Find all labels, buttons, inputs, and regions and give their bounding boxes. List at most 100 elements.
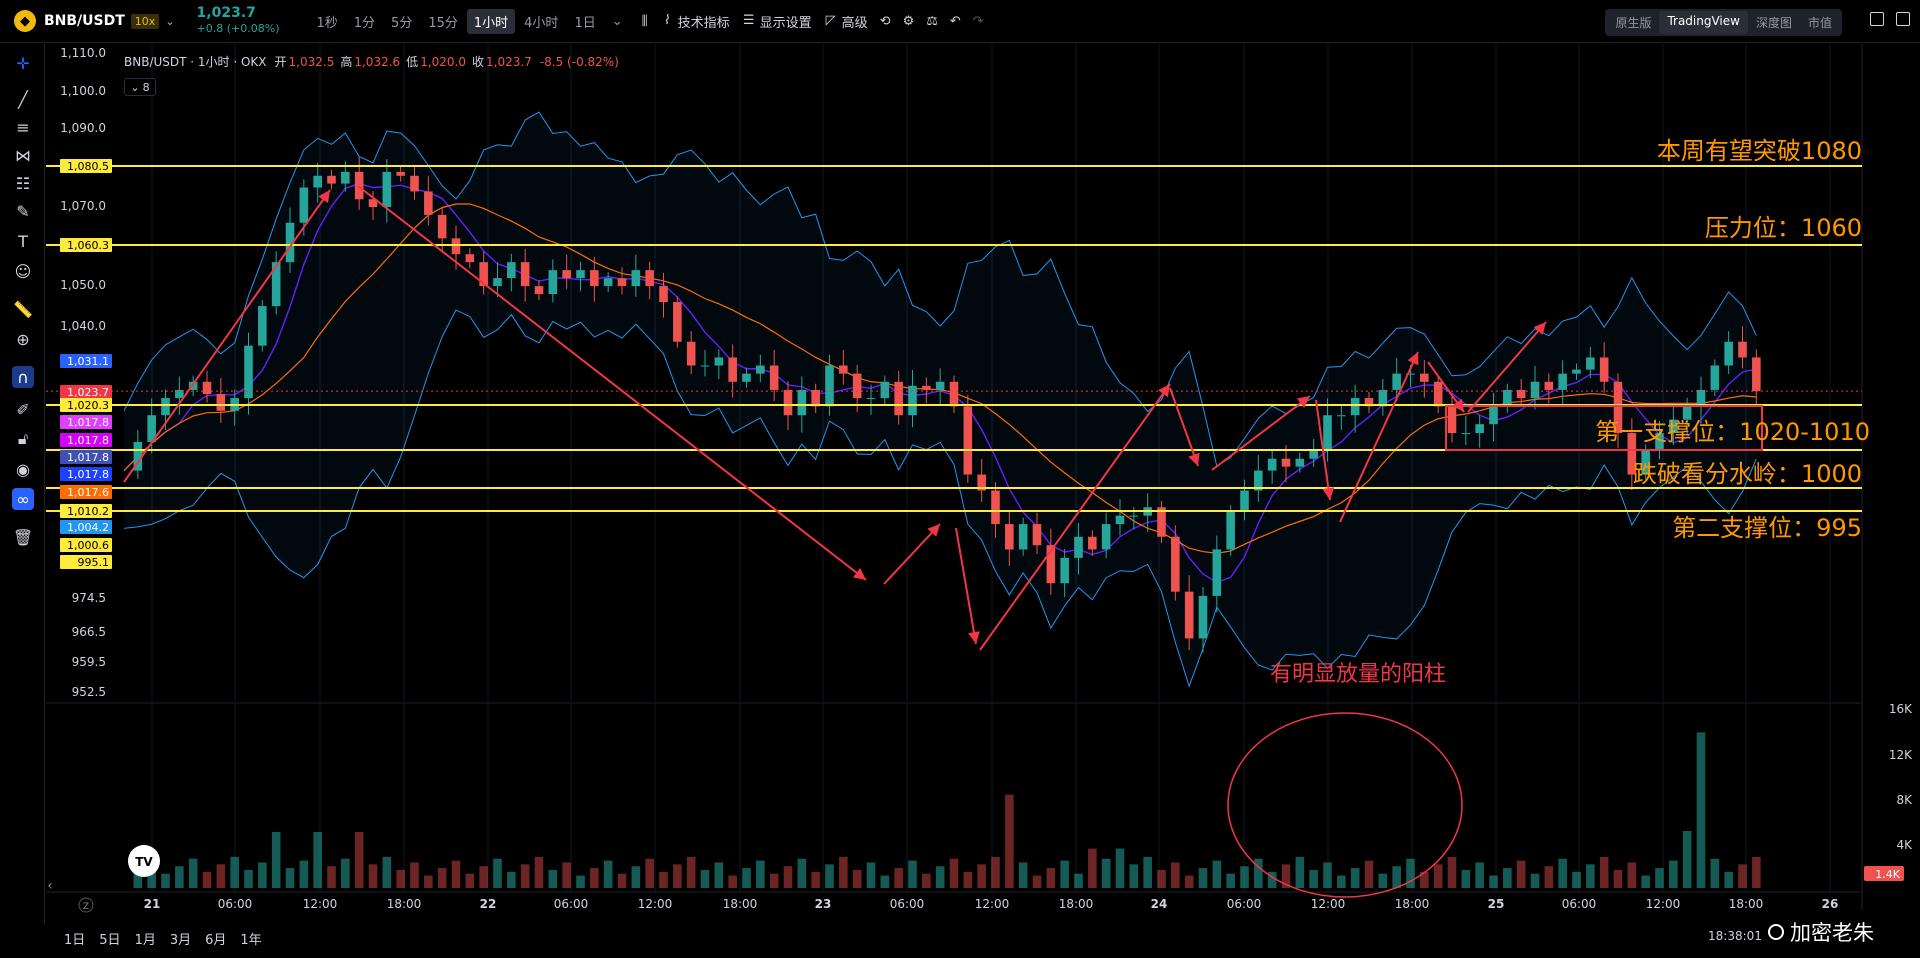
candle-body xyxy=(507,262,516,279)
bnb-coin-icon: ◆ xyxy=(14,10,36,32)
interval-1s[interactable]: 1秒 xyxy=(316,15,338,31)
vertical-grid xyxy=(151,44,1831,892)
candle-body xyxy=(1696,389,1706,407)
watermark: 加密老朱 xyxy=(1768,917,1874,947)
interval-1m[interactable]: 1分 xyxy=(353,15,376,31)
range-1y[interactable]: 1年 xyxy=(240,933,262,948)
price-box: 1,023.7 +0.8 (+0.08%) xyxy=(197,6,280,36)
time-tick: 18:00 xyxy=(387,897,422,911)
candle-body xyxy=(1433,381,1443,407)
view-depth[interactable]: 深度图 xyxy=(1755,16,1792,30)
range-5d[interactable]: 5日 xyxy=(99,933,121,948)
view-tradingview[interactable]: TradingView xyxy=(1659,11,1748,34)
range-1m[interactable]: 1月 xyxy=(134,933,156,948)
chart-legend: BNB/USDT · 1小时 · OKX 开 1,032.5 高 1,032.6 低… xyxy=(124,53,625,70)
crosshair-icon[interactable]: ✛ xyxy=(16,53,30,73)
leverage-badge: 10x xyxy=(130,13,160,29)
chevron-down-icon[interactable]: ⌄ xyxy=(611,13,623,29)
chevron-down-icon[interactable]: ⌄ xyxy=(165,14,175,28)
volume-bar xyxy=(382,856,392,888)
volume-bar xyxy=(1599,856,1609,888)
price-tag-bg xyxy=(60,485,112,499)
trash-icon[interactable]: 🗑︎ xyxy=(12,527,34,547)
symbol-name[interactable]: BNB/USDT xyxy=(44,13,125,29)
volume-bar xyxy=(258,862,267,888)
interval-15m[interactable]: 15分 xyxy=(428,15,458,31)
indicators-button[interactable]: ⌇ 技术指标 xyxy=(660,12,729,31)
arrow-line xyxy=(357,185,867,581)
volume-bar xyxy=(1350,868,1360,888)
fib-icon[interactable]: ☷ xyxy=(15,173,31,193)
range-3m[interactable]: 3月 xyxy=(169,933,192,948)
time-tick: 06:00 xyxy=(1227,897,1262,911)
ruler-icon[interactable]: 📏 xyxy=(13,299,33,319)
volume-bar xyxy=(1212,860,1222,888)
horizontal-lines-icon[interactable]: ≡ xyxy=(16,117,30,137)
volume-bar xyxy=(1171,862,1180,888)
link-icon[interactable]: ∞ xyxy=(12,488,34,510)
candle-body xyxy=(1627,433,1637,475)
last-price: 1,023.7 xyxy=(196,5,256,21)
volume-bar xyxy=(1475,862,1484,888)
bollinger-upper xyxy=(123,111,1757,467)
price-tag-bg xyxy=(60,385,112,399)
arrow-line xyxy=(1467,321,1547,413)
volume-bar xyxy=(341,858,350,888)
range-1d[interactable]: 1日 xyxy=(64,933,86,948)
interval-5m[interactable]: 5分 xyxy=(391,15,413,31)
pencil-lock-icon[interactable]: ✐ xyxy=(16,399,30,419)
layout-icon[interactable] xyxy=(1870,12,1884,26)
candle-body xyxy=(1752,357,1761,392)
volume-bar xyxy=(202,871,212,888)
price-change: +0.8 (+0.08%) xyxy=(196,22,280,35)
pattern-icon[interactable]: ⋈ xyxy=(15,145,31,165)
candle-body xyxy=(341,171,350,184)
candle-body xyxy=(1281,458,1291,467)
gear-icon[interactable]: ⚙ xyxy=(902,13,915,29)
volume-bar xyxy=(1558,858,1567,888)
price-tag-label: 1,020.3 xyxy=(67,399,109,412)
indicator-collapse-button[interactable]: ⌄ 8 xyxy=(124,78,156,96)
range-6m[interactable]: 6月 xyxy=(205,933,227,948)
advanced-button[interactable]: ◸ 高级 xyxy=(825,13,868,31)
candle-body xyxy=(852,373,862,399)
display-settings-button[interactable]: ☰ 显示设置 xyxy=(742,13,812,31)
fullscreen-icon[interactable] xyxy=(1896,12,1910,26)
price-tick: 966.5 xyxy=(72,625,106,639)
volume-bar xyxy=(1254,858,1263,888)
text-icon[interactable]: T xyxy=(18,231,28,251)
brush-icon[interactable]: ✎ xyxy=(16,201,30,221)
interval-4h[interactable]: 4小时 xyxy=(524,15,559,31)
eye-icon[interactable]: ◉ xyxy=(16,459,30,479)
candle-type-icon[interactable]: ⫼ xyxy=(641,13,648,29)
view-marketcap[interactable]: 市值 xyxy=(1807,16,1832,30)
view-native[interactable]: 原生版 xyxy=(1615,16,1652,30)
volume-bar xyxy=(1738,864,1747,888)
candle-body xyxy=(133,441,143,471)
magnet-icon[interactable]: ∩ xyxy=(12,366,34,388)
redo-icon[interactable]: ↷ xyxy=(972,13,984,29)
time-tick: 21 xyxy=(144,897,161,911)
snapshot-icon[interactable]: ⟲ xyxy=(879,13,891,29)
emoji-icon[interactable]: ☺ xyxy=(14,261,32,281)
trendline-icon[interactable]: ╱ xyxy=(18,89,28,109)
zoom-icon[interactable]: ⊕ xyxy=(16,329,30,349)
compare-icon[interactable]: ⚖ xyxy=(926,13,938,29)
candle-body xyxy=(1503,389,1512,407)
volume-bar xyxy=(271,831,281,888)
timezone-icon xyxy=(78,897,94,913)
volume-bar xyxy=(617,873,627,888)
volume-bar xyxy=(880,875,890,888)
interval-1h[interactable]: 1小时 xyxy=(466,8,516,34)
undo-icon[interactable]: ↶ xyxy=(949,13,961,29)
time-tick: 06:00 xyxy=(554,897,589,911)
lock-icon[interactable]: 🔓︎ xyxy=(17,429,29,448)
candle-body xyxy=(1613,381,1623,434)
volume-bar xyxy=(935,866,945,888)
volume-bar xyxy=(1323,862,1332,888)
annotation-support2: 第二支撑位：995 xyxy=(1672,514,1862,542)
interval-1d[interactable]: 1日 xyxy=(574,15,596,31)
volume-bar xyxy=(1572,871,1581,888)
candle-body xyxy=(673,302,682,342)
